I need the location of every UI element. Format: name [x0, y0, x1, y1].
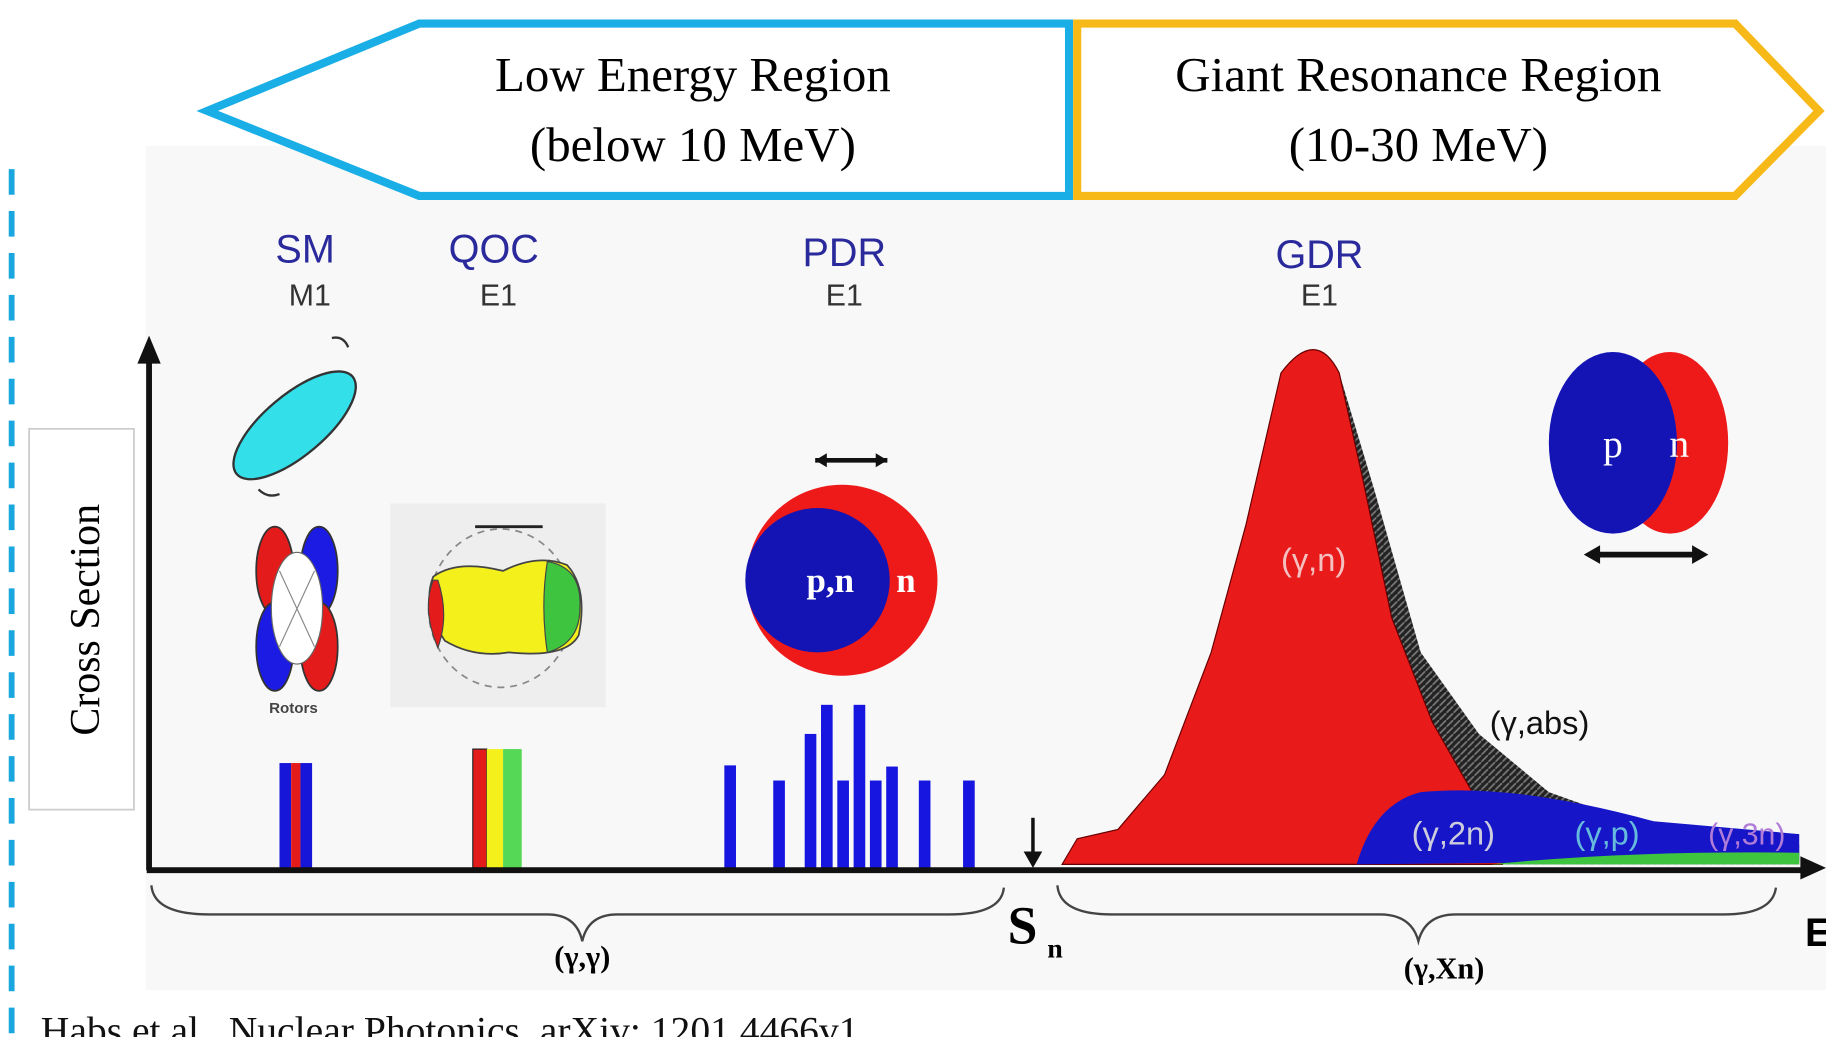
mode-name: GDR — [1275, 233, 1363, 277]
mode-multipolarity: E1 — [480, 279, 517, 312]
channel-label: (γ,p) — [1574, 815, 1639, 852]
pdr-core-label: p,n — [807, 561, 855, 600]
x-axis-label: E — [1805, 911, 1826, 955]
brace-label: (γ,Xn) — [1404, 951, 1485, 985]
rotation-arrow — [331, 336, 350, 348]
giant-resonance-arrow — [1073, 19, 1825, 200]
mode-multipolarity: M1 — [289, 279, 331, 312]
channel-label: (γ,n) — [1281, 541, 1346, 578]
qoc-neutron-side — [543, 560, 581, 654]
rotor-shape — [255, 525, 339, 692]
rotation-arrow — [257, 488, 280, 497]
brace — [1056, 885, 1778, 946]
mode-name: SM — [275, 227, 334, 271]
brace-label: (γ,γ) — [554, 940, 610, 974]
gdr-neutrons-label: n — [1669, 422, 1689, 466]
citation: Habs et al., Nuclear Photonics, arXiv: 1… — [41, 1009, 859, 1037]
channel-label: (γ,2n) — [1412, 815, 1495, 852]
gdr-gamma-p-area — [1490, 852, 1800, 865]
threshold-arrow — [1023, 851, 1043, 868]
gdr-protons-label: p — [1603, 422, 1623, 466]
sm-bars — [279, 763, 313, 868]
low-energy-arrow — [196, 19, 1074, 200]
channel-label: (γ,abs) — [1490, 704, 1590, 741]
region-title: Giant Resonance Region — [1175, 47, 1661, 102]
rotor-ellipse — [232, 370, 357, 481]
region-range: (below 10 MeV) — [530, 117, 856, 172]
brace — [150, 885, 1005, 942]
y-axis-arrow — [137, 335, 161, 364]
qoc-bars — [472, 748, 522, 869]
mode-name: QOC — [449, 227, 539, 271]
gdr-protons — [1548, 351, 1677, 534]
threshold-symbol: S — [1008, 896, 1038, 956]
x-axis-arrow — [1800, 856, 1826, 880]
threshold-subscript: n — [1047, 934, 1063, 965]
region-title: Low Energy Region — [495, 47, 891, 102]
y-label-box — [28, 427, 135, 811]
mode-multipolarity: E1 — [826, 279, 863, 312]
gdr-gamma-2n-area — [1356, 790, 1800, 865]
qoc-proton-side — [427, 579, 445, 650]
mode-name: PDR — [803, 231, 887, 275]
region-range: (10-30 MeV) — [1289, 117, 1548, 172]
mode-multipolarity: E1 — [1301, 279, 1338, 312]
pdr-bars — [724, 704, 975, 868]
qoc-shape — [428, 559, 583, 655]
pdr-skin-label: n — [896, 561, 915, 600]
y-axis-label: Cross Section — [63, 504, 109, 736]
channel-label: (γ,3n) — [1708, 819, 1785, 852]
gdr-gamma-n-area — [1061, 349, 1504, 865]
pdr-core — [745, 508, 890, 653]
rotors-label: Rotors — [269, 700, 318, 717]
